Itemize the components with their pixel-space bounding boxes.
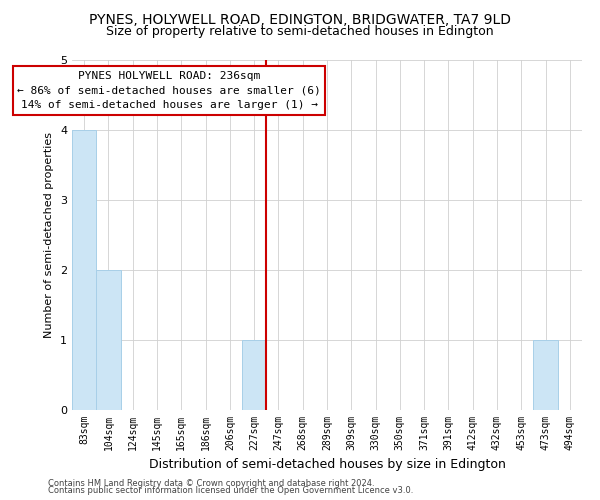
Bar bbox=[72, 130, 96, 410]
Text: Size of property relative to semi-detached houses in Edington: Size of property relative to semi-detach… bbox=[106, 25, 494, 38]
Text: PYNES HOLYWELL ROAD: 236sqm
← 86% of semi-detached houses are smaller (6)
14% of: PYNES HOLYWELL ROAD: 236sqm ← 86% of sem… bbox=[17, 70, 321, 110]
Bar bbox=[242, 340, 266, 410]
X-axis label: Distribution of semi-detached houses by size in Edington: Distribution of semi-detached houses by … bbox=[149, 458, 505, 471]
Y-axis label: Number of semi-detached properties: Number of semi-detached properties bbox=[44, 132, 55, 338]
Bar bbox=[533, 340, 558, 410]
Text: Contains HM Land Registry data © Crown copyright and database right 2024.: Contains HM Land Registry data © Crown c… bbox=[48, 478, 374, 488]
Text: Contains public sector information licensed under the Open Government Licence v3: Contains public sector information licen… bbox=[48, 486, 413, 495]
Bar bbox=[96, 270, 121, 410]
Text: PYNES, HOLYWELL ROAD, EDINGTON, BRIDGWATER, TA7 9LD: PYNES, HOLYWELL ROAD, EDINGTON, BRIDGWAT… bbox=[89, 12, 511, 26]
